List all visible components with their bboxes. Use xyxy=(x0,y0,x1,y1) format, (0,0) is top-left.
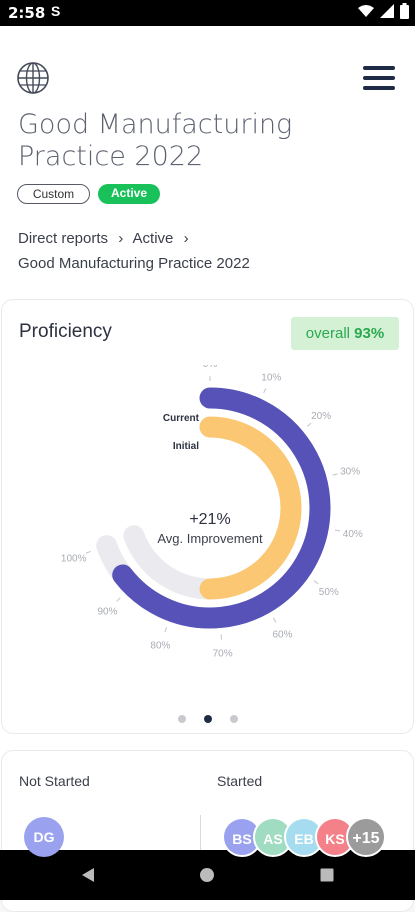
axis-tick-label: 0% xyxy=(203,365,218,370)
back-icon[interactable] xyxy=(80,867,96,883)
signal-icon xyxy=(380,4,394,18)
proficiency-radial-chart: 0% 10% 20% 30% 40% 50% 60% 70% 80% 90% 100% Curren… xyxy=(2,365,413,695)
breadcrumb-separator: › xyxy=(118,230,123,247)
status-time: 2:58 xyxy=(8,4,45,22)
axis-tick-label: 80% xyxy=(150,640,170,651)
status-bar: 2:58 S xyxy=(0,0,415,26)
axis-tick xyxy=(165,627,167,632)
custom-badge: Custom xyxy=(17,184,90,204)
breadcrumb-active[interactable]: Active xyxy=(133,230,174,247)
recents-icon[interactable] xyxy=(319,867,335,883)
globe-icon[interactable] xyxy=(16,61,50,95)
page-title: Good Manufacturing Practice 2022 xyxy=(18,109,388,173)
hamburger-menu-icon[interactable] xyxy=(363,66,395,90)
breadcrumb: Direct reports › Active › Good Manufactu… xyxy=(18,226,250,276)
page: Good Manufacturing Practice 2022 Custom … xyxy=(0,26,415,850)
active-badge: Active xyxy=(98,184,160,204)
page-dot[interactable] xyxy=(178,715,186,723)
bar-initial xyxy=(210,427,291,589)
avatar[interactable]: DG xyxy=(24,817,64,857)
status-icons xyxy=(358,3,409,19)
axis-tick xyxy=(335,530,340,531)
series-label-current: Current xyxy=(163,413,200,424)
axis-tick-label: 70% xyxy=(213,648,233,659)
axis-tick xyxy=(86,551,91,553)
notification-icon: S xyxy=(51,3,60,19)
home-icon[interactable] xyxy=(199,867,215,883)
axis-tick xyxy=(333,474,338,475)
overall-value: 93% xyxy=(354,325,384,342)
axis-tick xyxy=(314,581,318,584)
proficiency-card: Proficiency overall 93% 0% 10% 20% 30% 40% 50… xyxy=(1,299,414,734)
axis-tick xyxy=(264,388,266,393)
breadcrumb-current: Good Manufacturing Practice 2022 xyxy=(18,251,250,276)
axis-tick-label: 50% xyxy=(319,587,339,598)
axis-tick-label: 10% xyxy=(261,373,281,384)
axis-tick-label: 40% xyxy=(343,529,363,540)
proficiency-title: Proficiency xyxy=(19,321,112,343)
axis-tick xyxy=(117,598,121,602)
started-label: Started xyxy=(217,773,262,789)
breadcrumb-direct-reports[interactable]: Direct reports xyxy=(18,230,108,247)
page-dot[interactable] xyxy=(204,715,212,723)
not-started-label: Not Started xyxy=(19,773,90,789)
page-dot[interactable] xyxy=(230,715,238,723)
wifi-icon xyxy=(358,4,374,18)
breadcrumb-separator: › xyxy=(184,230,189,247)
axis-tick-label: 60% xyxy=(272,630,292,641)
axis-tick xyxy=(274,618,277,622)
axis-tick-label: 20% xyxy=(311,411,331,422)
page-indicator xyxy=(2,710,413,728)
battery-icon xyxy=(400,3,409,19)
axis-tick xyxy=(307,423,311,426)
axis-tick-label: 100% xyxy=(61,554,87,565)
avg-improvement-label: Avg. Improvement xyxy=(157,531,263,546)
overall-score-badge: overall 93% xyxy=(291,317,399,350)
axis-tick-label: 30% xyxy=(340,467,360,478)
series-label-initial: Initial xyxy=(173,441,199,452)
overall-label: overall xyxy=(306,325,350,342)
avatar[interactable]: +15 xyxy=(346,817,386,857)
axis-tick-label: 90% xyxy=(97,607,117,618)
avg-improvement-value: +21% xyxy=(189,511,230,528)
system-navigation-bar xyxy=(0,850,415,900)
